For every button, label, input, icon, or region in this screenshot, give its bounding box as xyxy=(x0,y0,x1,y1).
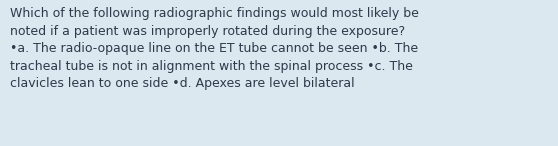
Text: Which of the following radiographic findings would most likely be
noted if a pat: Which of the following radiographic find… xyxy=(10,7,419,90)
